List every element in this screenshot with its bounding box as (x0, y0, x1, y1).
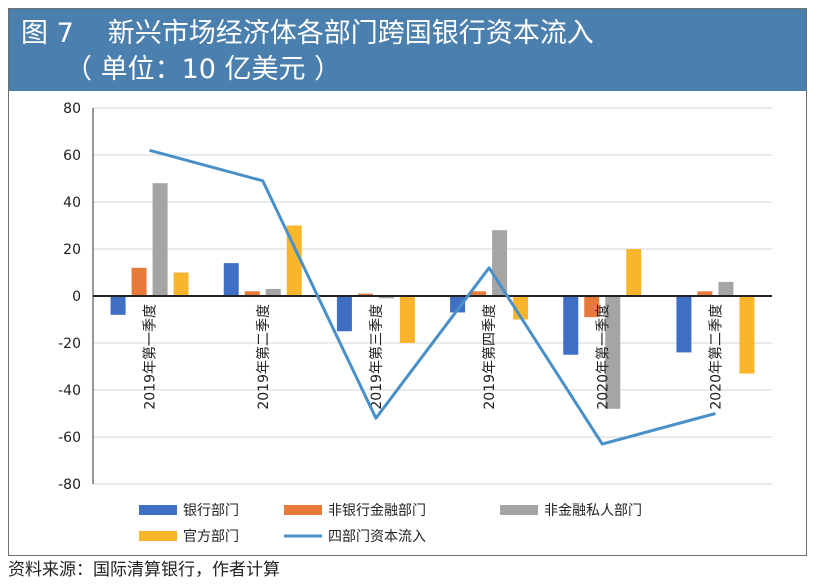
bar (173, 272, 189, 296)
category-label: 2019年第四季度 (481, 304, 498, 410)
bar (378, 296, 394, 299)
legend-swatch (139, 531, 177, 541)
figure-frame: 图 7 新兴市场经济体各部门跨国银行资本流入 （ 单位：10 亿美元 ） 80 60… (8, 8, 807, 556)
bar (336, 296, 352, 332)
y-tick-label: 80 (63, 101, 81, 117)
category-label: 2019年第二季度 (255, 304, 272, 410)
legend-swatch (500, 505, 538, 515)
y-tick-label: 40 (63, 195, 81, 211)
y-tick-label: 20 (63, 242, 81, 258)
series-line (149, 148, 716, 446)
bar (563, 296, 579, 355)
source-note: 资料来源：国际清算银行，作者计算 (8, 560, 280, 580)
category-label: 2019年第一季度 (142, 304, 159, 410)
category-label: 2020年第二季度 (707, 304, 724, 410)
bar (605, 296, 621, 409)
bar (739, 296, 755, 374)
y-tick-label: -40 (58, 383, 81, 399)
legend-label: 非金融私人部门 (544, 503, 642, 519)
y-tick-label: -60 (58, 430, 81, 446)
bar (718, 281, 734, 296)
legend-label: 银行部门 (183, 503, 239, 519)
bar (265, 288, 281, 296)
category-label: 2020年第一季度 (594, 304, 611, 410)
chart: 80 60 40 20 0 -20 -40 -60 -80 2019年第一季度 2019年第二季度 2… (58, 101, 772, 545)
bar (244, 291, 260, 296)
bar (223, 263, 239, 296)
bar (399, 296, 415, 343)
y-tick-label: -20 (58, 336, 81, 352)
figure-label: 图 7 (21, 18, 74, 49)
legend-swatch (284, 505, 322, 515)
bar (131, 267, 147, 296)
legend-swatch (139, 505, 177, 515)
figure-unit: （ 单位：10 亿美元 ） (65, 54, 342, 85)
title-text: 新兴市场经济体各部门跨国银行资本流入 (107, 18, 594, 49)
figure-header: 图 7 新兴市场经济体各部门跨国银行资本流入 （ 单位：10 亿美元 ） (9, 9, 806, 91)
legend-label: 非银行金融部门 (328, 503, 426, 519)
category-label: 2019年第三季度 (368, 304, 385, 410)
figure-title: 图 7 新兴市场经济体各部门跨国银行资本流入 (21, 17, 594, 51)
bar (450, 296, 466, 313)
y-tick-label: 60 (63, 148, 81, 164)
bar (676, 296, 692, 353)
y-tick-label: 0 (72, 289, 81, 305)
bar (471, 291, 487, 296)
bar (584, 296, 600, 318)
bar (152, 183, 168, 296)
bar (286, 225, 302, 296)
bar (110, 296, 126, 315)
legend-label: 官方部门 (183, 529, 239, 545)
bar (357, 293, 373, 296)
y-tick-label: -80 (58, 477, 81, 493)
legend-label: 四部门资本流入 (328, 529, 426, 545)
bar (697, 291, 713, 296)
bar (626, 249, 642, 296)
